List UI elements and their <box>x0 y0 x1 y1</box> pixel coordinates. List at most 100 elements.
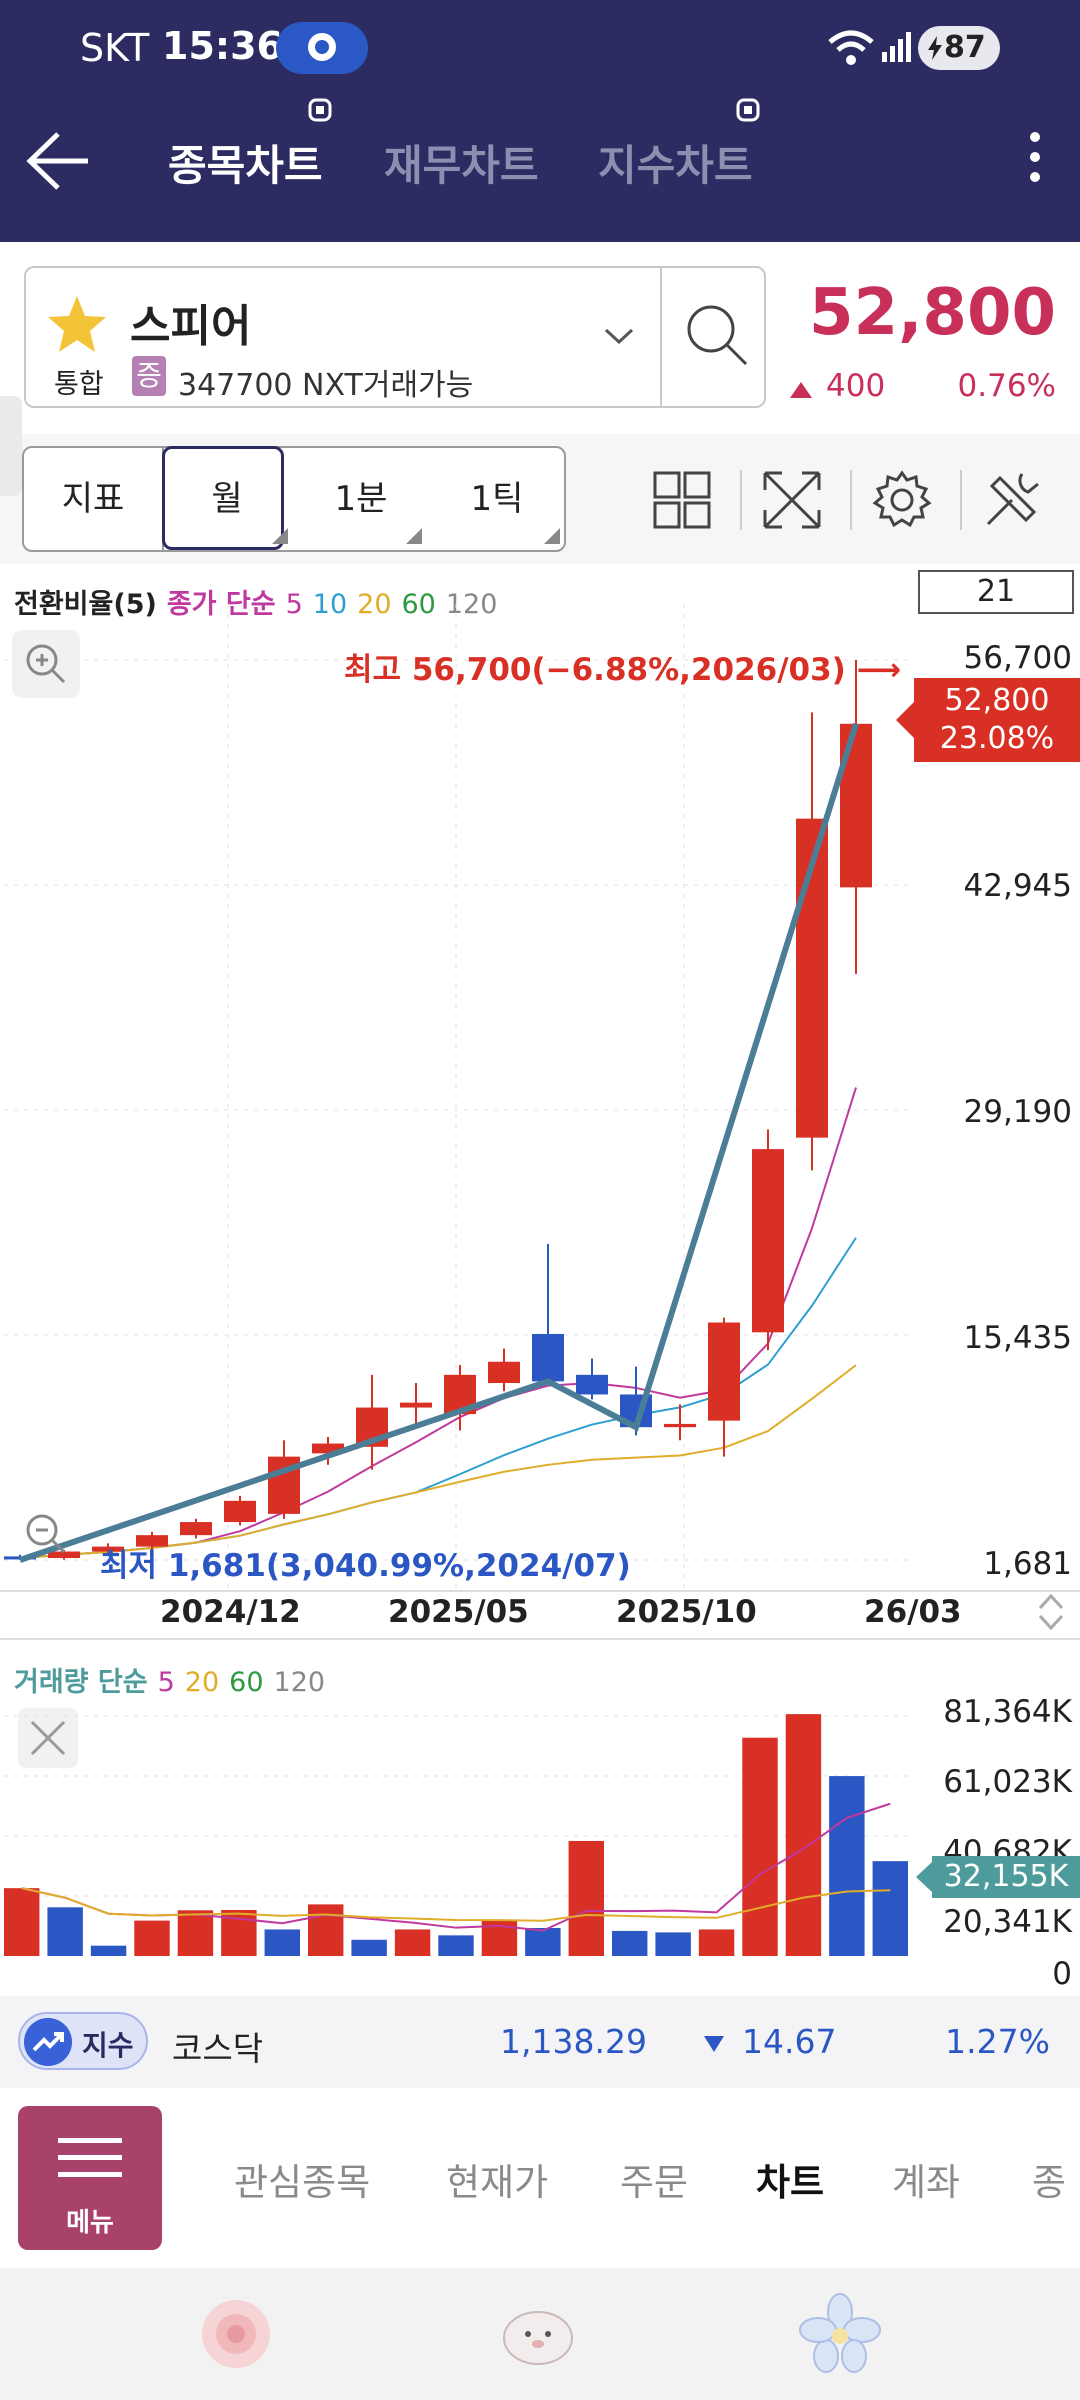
legend-volume: 거래량 단순 <box>14 1667 148 1698</box>
charging-icon <box>928 36 942 60</box>
ma-line-20 <box>19 1364 857 1560</box>
x-tick: 2025/05 <box>388 1594 529 1630</box>
index-ticker[interactable]: 지수 코스닥 1,138.29 14.67 1.27% <box>0 1996 1080 2088</box>
blossom-icon[interactable] <box>798 2292 882 2376</box>
last-volume-tag: 32,155K <box>916 1856 1080 1898</box>
vol-y-tick: 61,023K <box>943 1764 1072 1800</box>
index-change: 14.67 <box>742 2022 837 2061</box>
volume-bar <box>308 1904 344 1956</box>
nav-current-price[interactable]: 현재가 <box>446 2161 549 2204</box>
candle-body <box>48 1551 80 1559</box>
price-legend: 전환비율(5) 종가 단순 5 10 20 60 120 <box>14 582 507 621</box>
tab-financial-chart[interactable]: 재무차트 <box>384 132 539 193</box>
zoom-out-button[interactable] <box>12 1500 80 1568</box>
candle-body <box>532 1333 564 1382</box>
x-tick: 2024/12 <box>160 1594 301 1630</box>
volume-bar <box>47 1907 83 1956</box>
settings-icon[interactable] <box>872 470 932 530</box>
close-icon[interactable] <box>18 1708 78 1768</box>
grid-icon[interactable] <box>652 470 712 530</box>
period-month-button[interactable]: 월 <box>162 448 292 550</box>
legend-ma-60: 60 <box>401 589 436 620</box>
indicator-label: 지표 <box>61 479 125 519</box>
nav-more[interactable]: 종 <box>1032 2161 1067 2204</box>
sync-icon <box>736 98 760 122</box>
battery-indicator: 87 <box>918 26 1000 70</box>
volume-bar <box>698 1929 735 1956</box>
divider <box>0 1638 1080 1640</box>
tab-label: 지수차트 <box>598 141 753 190</box>
trend-up-icon <box>24 2018 72 2066</box>
price-change: 400 <box>826 368 886 404</box>
status-pill <box>276 22 368 74</box>
nav-chart[interactable]: 차트 <box>756 2161 825 2204</box>
candle-body <box>136 1535 168 1547</box>
menu-button[interactable]: 메뉴 <box>18 2106 162 2250</box>
legend-vma-60: 60 <box>229 1667 264 1698</box>
volume-bar <box>394 1929 431 1956</box>
chart-area: 전환비율(5) 종가 단순 5 10 20 60 120 21 56,700 42,945 … <box>0 564 1080 1994</box>
period-selector: 지표 월 1분 1틱 <box>22 446 566 552</box>
nav-account[interactable]: 계좌 <box>892 2161 961 2204</box>
favorite-star-icon[interactable] <box>46 294 108 354</box>
hamburger-icon <box>58 2138 122 2177</box>
period-label: 1틱 <box>470 479 524 519</box>
period-count-input[interactable]: 21 <box>918 570 1074 614</box>
flower-icon[interactable] <box>194 2292 278 2376</box>
volume-bar <box>742 1737 778 1956</box>
index-change-percent: 1.27% <box>945 2022 1050 2061</box>
tab-stock-chart[interactable]: 종목차트 <box>168 132 323 193</box>
stock-selector[interactable]: 스피어 통합 증 347700 NXT거래가능 <box>24 266 766 408</box>
index-name: 코스닥 <box>172 2029 264 2068</box>
y-tick: 56,700 <box>963 640 1072 676</box>
x-axis-line <box>0 1590 1080 1592</box>
volume-bar <box>90 1945 127 1956</box>
legend-vma-5: 5 <box>157 1667 175 1698</box>
candle-body <box>488 1361 520 1384</box>
scroll-arrows-icon[interactable] <box>1036 1592 1066 1632</box>
tab-label: 재무차트 <box>384 141 539 190</box>
volume-bar <box>525 1927 561 1956</box>
gesture-bar <box>0 2268 1080 2400</box>
bottom-navigation: 메뉴 관심종목 현재가 주문 차트 계좌 종 <box>0 2088 1080 2268</box>
volume-bar <box>872 1861 908 1956</box>
chevron-down-icon[interactable] <box>604 326 634 346</box>
signal-icon <box>882 32 911 62</box>
character-icon[interactable] <box>496 2292 580 2376</box>
record-icon <box>308 33 336 61</box>
zoom-in-icon <box>26 644 66 684</box>
candle-body <box>224 1500 256 1523</box>
more-options-icon[interactable] <box>1020 124 1050 204</box>
volume-bar <box>351 1939 387 1956</box>
tab-index-chart[interactable]: 지수차트 <box>598 132 753 193</box>
legend-ma-5: 5 <box>285 589 303 620</box>
volume-bar <box>655 1932 691 1956</box>
indicator-button[interactable]: 지표 <box>24 448 164 550</box>
status-bar: SKT 15:36 87 <box>0 0 1080 96</box>
volume-bar <box>829 1776 865 1956</box>
price-chart[interactable] <box>0 564 1080 1594</box>
menu-label: 메뉴 <box>66 2208 114 2238</box>
candle-body <box>180 1522 212 1536</box>
candle-body <box>664 1423 696 1428</box>
divider <box>740 470 742 530</box>
x-tick: 26/03 <box>864 1594 962 1630</box>
legend-vma-120: 120 <box>273 1667 326 1698</box>
volume-chart[interactable] <box>0 1654 1080 1994</box>
conversion-line <box>19 722 859 1563</box>
side-drawer-handle[interactable] <box>0 396 22 496</box>
tools-icon[interactable] <box>982 470 1042 530</box>
legend-vma-20: 20 <box>184 1667 220 1698</box>
index-value: 1,138.29 <box>500 2022 647 2061</box>
back-arrow-icon[interactable] <box>22 126 92 196</box>
volume-bar <box>612 1930 648 1956</box>
expand-icon[interactable] <box>762 470 822 530</box>
zoom-in-button[interactable] <box>12 630 80 698</box>
index-chip[interactable]: 지수 <box>18 2012 148 2070</box>
index-chip-label: 지수 <box>82 2029 134 2062</box>
period-1tick-button[interactable]: 1틱 <box>430 448 564 550</box>
nav-order[interactable]: 주문 <box>620 2161 689 2204</box>
nav-watchlist[interactable]: 관심종목 <box>234 2161 371 2204</box>
period-1min-button[interactable]: 1분 <box>296 448 426 550</box>
search-icon[interactable] <box>684 302 748 368</box>
